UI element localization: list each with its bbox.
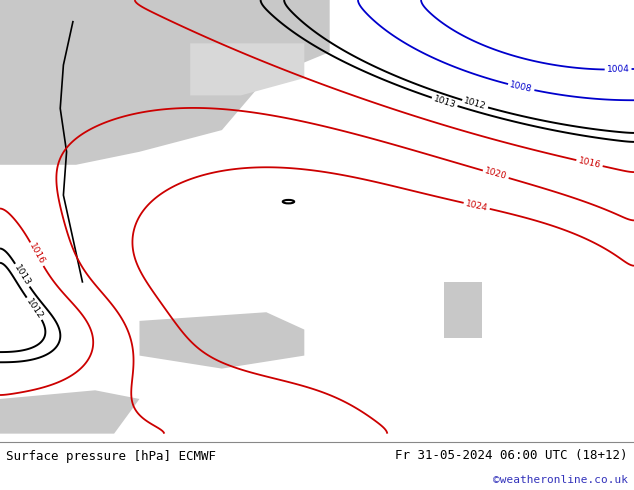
Text: 1004: 1004: [607, 65, 630, 74]
Text: Surface pressure [hPa] ECMWF: Surface pressure [hPa] ECMWF: [6, 450, 216, 463]
Text: 1013: 1013: [12, 263, 32, 287]
Polygon shape: [0, 390, 139, 434]
Text: 1020: 1020: [484, 167, 508, 182]
Text: 1013: 1013: [432, 94, 457, 110]
Polygon shape: [190, 44, 304, 96]
Text: Fr 31-05-2024 06:00 UTC (18+12): Fr 31-05-2024 06:00 UTC (18+12): [395, 448, 628, 462]
Text: 1024: 1024: [465, 199, 489, 213]
Text: ©weatheronline.co.uk: ©weatheronline.co.uk: [493, 475, 628, 485]
Polygon shape: [139, 312, 304, 368]
Text: 1008: 1008: [509, 80, 533, 94]
Polygon shape: [0, 0, 330, 165]
Text: 1016: 1016: [27, 242, 46, 267]
Text: 1012: 1012: [24, 296, 44, 320]
Text: 1016: 1016: [578, 156, 602, 170]
Text: 1012: 1012: [463, 97, 488, 111]
Polygon shape: [444, 282, 482, 338]
